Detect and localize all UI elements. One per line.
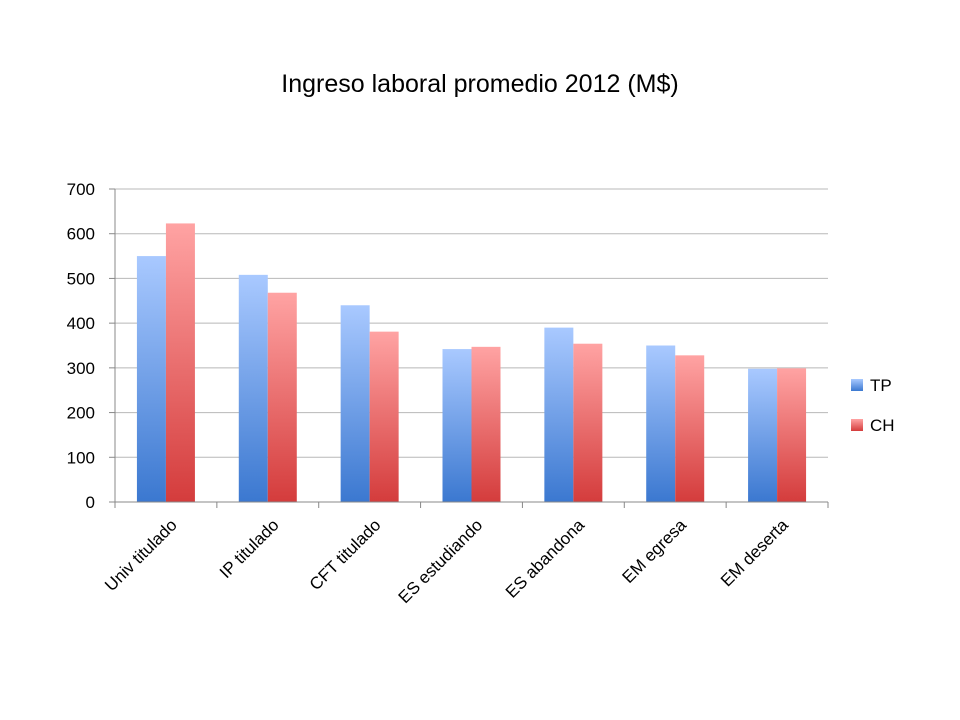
legend-swatch-ch: [851, 419, 863, 431]
bar-tp: [136, 256, 166, 502]
bar-tp: [340, 305, 370, 502]
legend: TP CH: [851, 376, 895, 435]
bars-layer: [136, 223, 807, 502]
bar-tp: [748, 368, 778, 502]
bar-ch: [573, 343, 603, 502]
y-tick-label: 700: [67, 180, 95, 199]
x-category-label: ES estudiando: [395, 515, 487, 607]
x-category-label: CFT titulado: [306, 515, 385, 594]
y-tick-label: 0: [86, 493, 95, 512]
x-category-label: ES abandona: [502, 515, 589, 602]
legend-label-ch: CH: [870, 416, 895, 435]
bar-ch: [165, 223, 195, 502]
legend-swatch-tp: [851, 379, 863, 391]
x-category-label: Univ titulado: [101, 515, 181, 595]
bar-ch: [675, 355, 705, 502]
y-tick-label: 500: [67, 269, 95, 288]
y-tick-label: 200: [67, 404, 95, 423]
bar-ch: [471, 346, 501, 502]
bar-tp: [442, 349, 472, 502]
legend-label-tp: TP: [870, 376, 892, 395]
y-tick-label: 600: [67, 225, 95, 244]
bar-tp: [544, 327, 574, 502]
x-category-label: IP titulado: [216, 515, 283, 582]
x-category-label: EM deserta: [717, 515, 792, 590]
y-tick-label: 100: [67, 448, 95, 467]
bar-ch: [267, 292, 297, 502]
bar-ch: [369, 331, 399, 502]
bar-tp: [646, 345, 676, 502]
bar-ch: [777, 368, 807, 502]
y-tick-label: 400: [67, 314, 95, 333]
y-tick-label: 300: [67, 359, 95, 378]
x-category-label: EM egresa: [618, 515, 690, 587]
chart-title: Ingreso laboral promedio 2012 (M$): [281, 70, 679, 98]
bar-tp: [238, 274, 268, 502]
